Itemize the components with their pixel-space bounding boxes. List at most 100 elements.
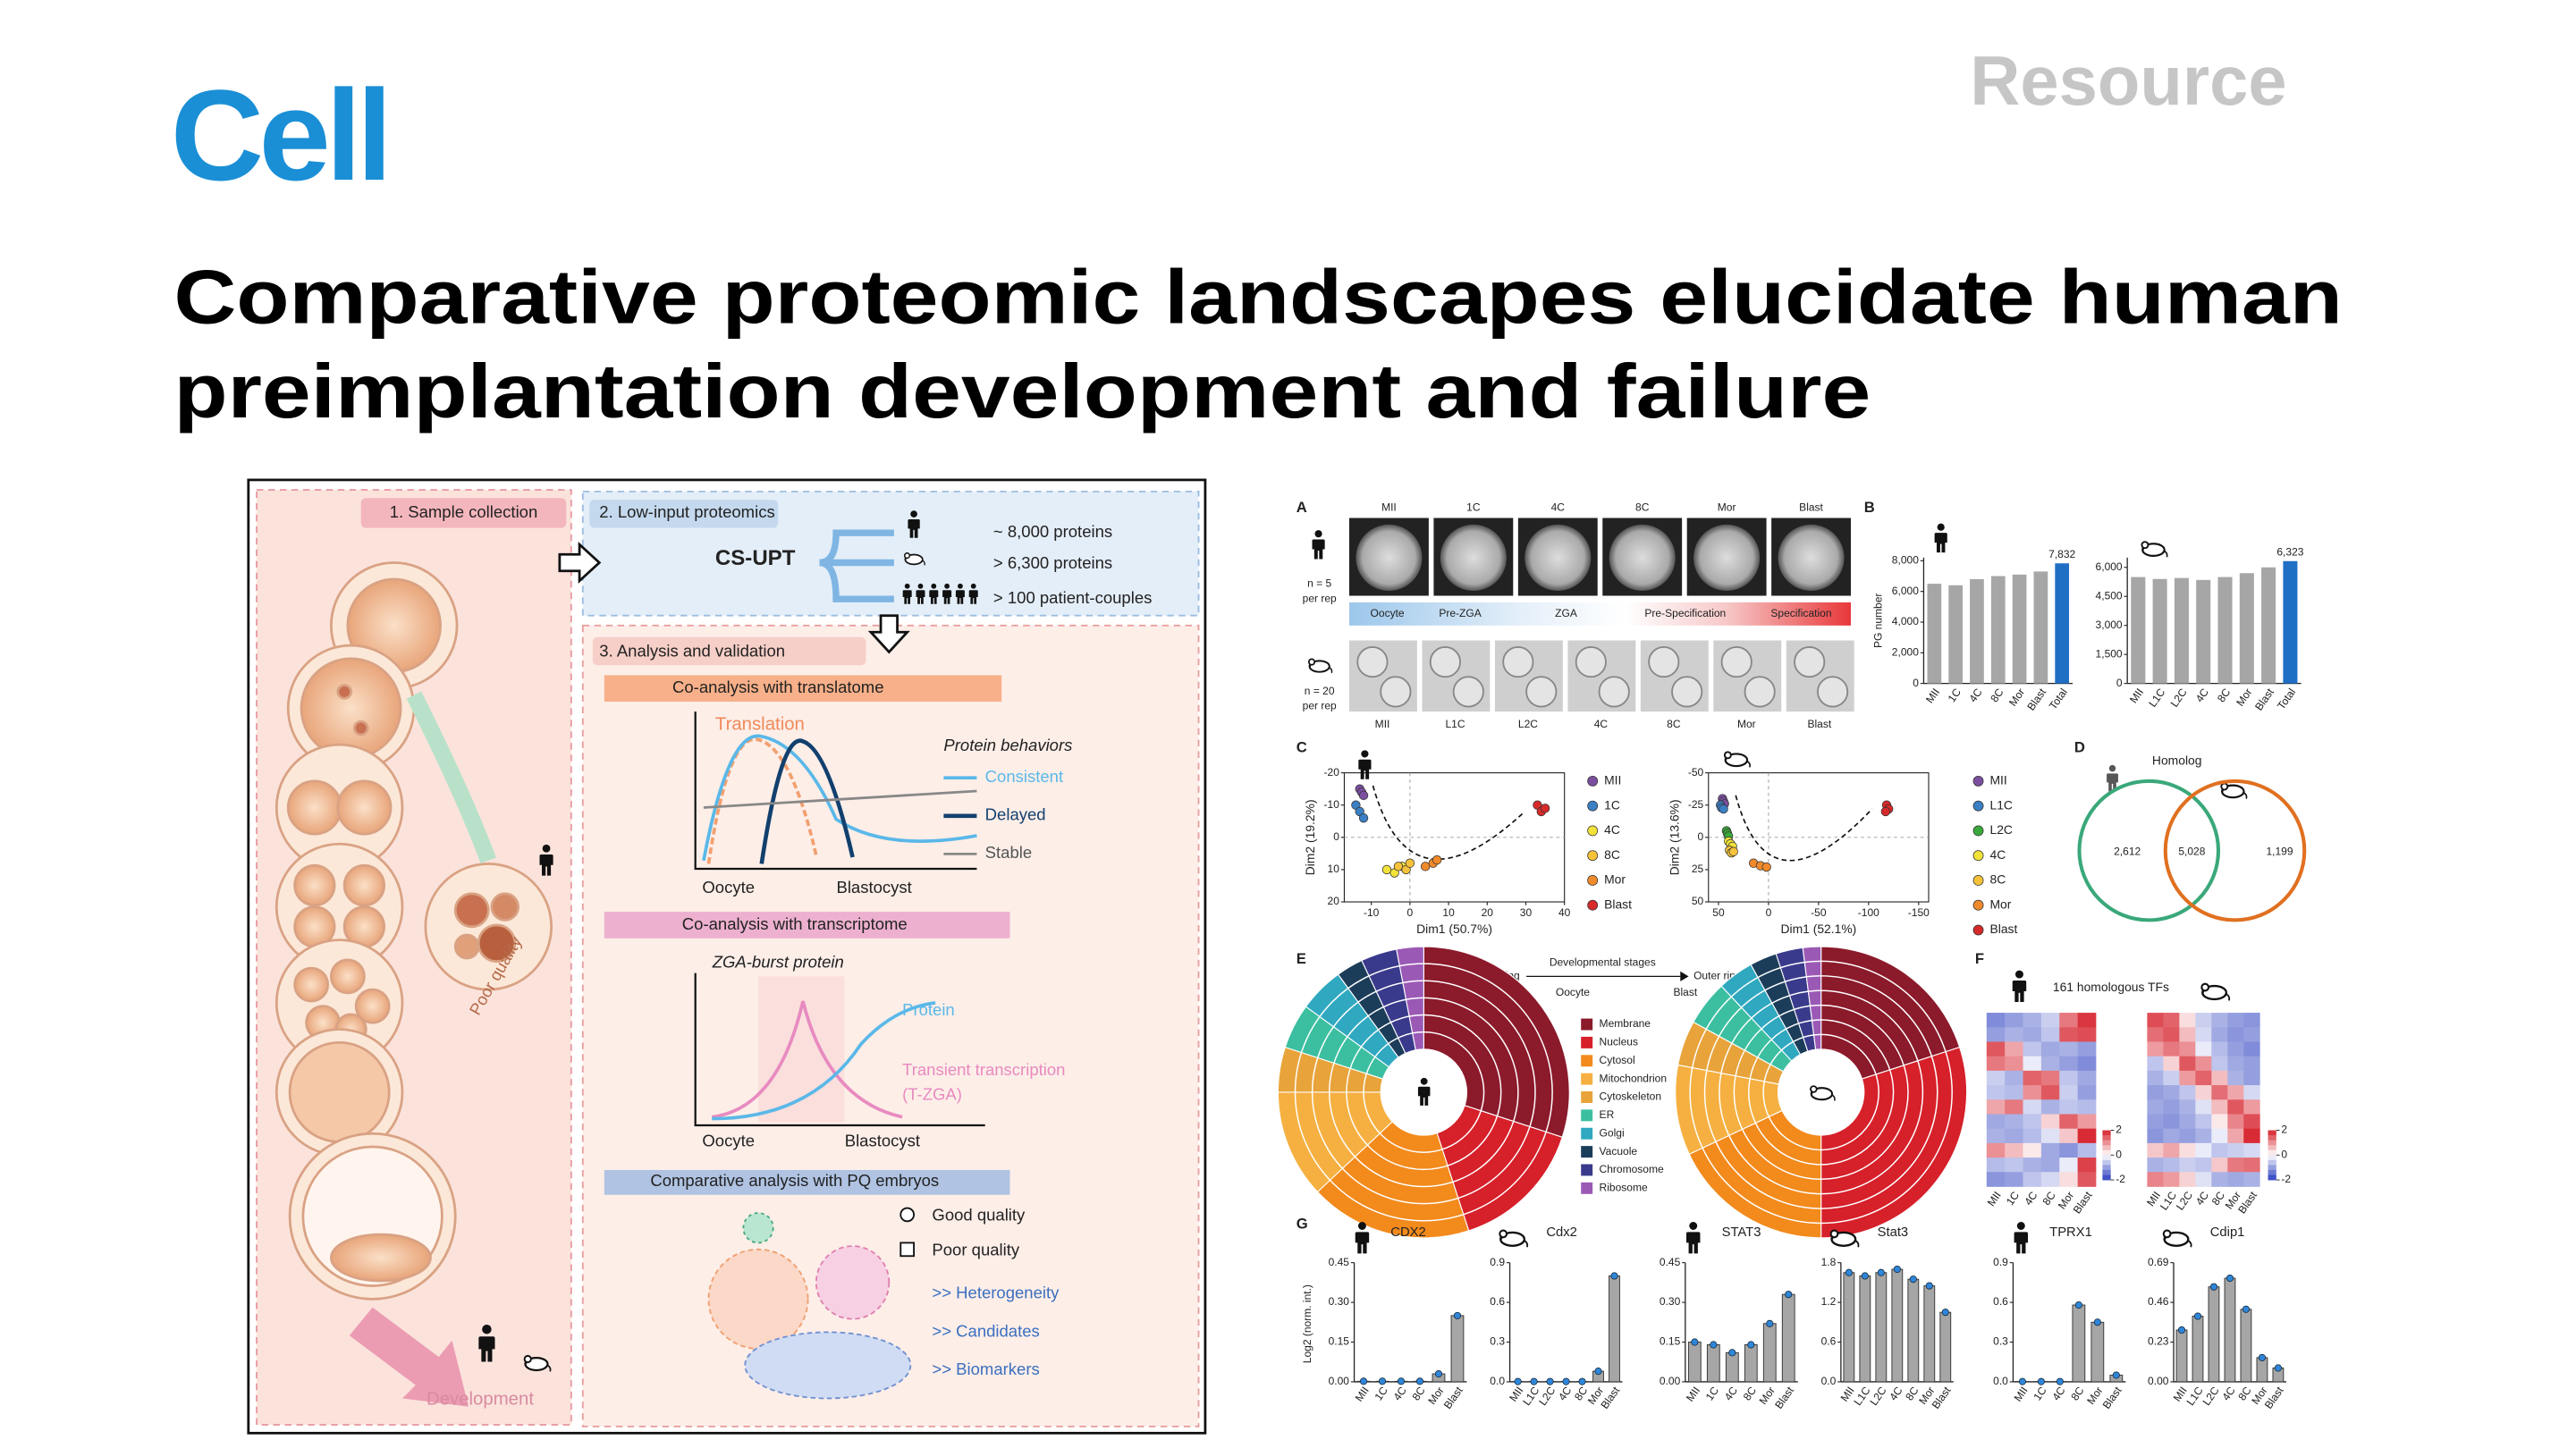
legend-label: Chromosome (1600, 1163, 1664, 1175)
x-tick-label: 4C (1722, 1385, 1740, 1403)
axis-label: Oocyte (702, 1131, 755, 1149)
heatmap-cell (2040, 1128, 2060, 1144)
x-tick-label: 0 (1766, 906, 1772, 919)
heatmap-cell (2195, 1056, 2212, 1072)
colorbar (2268, 1130, 2276, 1136)
point (1432, 854, 1442, 865)
y-tick-label: 6,000 (2096, 560, 2123, 573)
graphical-abstract: 1. Sample collection Poor quality Develo… (247, 478, 1207, 1435)
heatmap-cell (2163, 1056, 2180, 1072)
y-tick-label: 0.00 (1329, 1375, 1350, 1387)
curve-label: Transient transcription (902, 1060, 1065, 1079)
y-tick-label: 25 (1692, 863, 1704, 875)
chart-title: CDX2 (1390, 1225, 1425, 1240)
heatmap-cell (2059, 1085, 2079, 1100)
label: Pre-ZGA (1439, 607, 1481, 619)
y-tick-label: 3,000 (2096, 619, 2123, 631)
heatmap-cell (2040, 1056, 2060, 1072)
embryo (1598, 676, 1630, 708)
label: Oocyte (1556, 986, 1590, 998)
heatmap-title: 161 homologous TFs (2053, 980, 2169, 994)
heatmap-cell (2195, 1172, 2212, 1187)
heatmap-cell (2077, 1041, 2097, 1057)
y-tick-label: 50 (1692, 895, 1704, 907)
legend-label: Nucleus (1600, 1036, 1638, 1048)
panel-letter: G (1296, 1215, 1308, 1232)
heatmap-cell (2163, 1041, 2180, 1057)
bar-dot (1925, 1282, 1933, 1290)
colorbar (2102, 1169, 2111, 1175)
section-tag: 3. Analysis and validation (599, 641, 785, 660)
heatmap-cell (2147, 1158, 2164, 1173)
heatmap-cell (2040, 1158, 2060, 1173)
y-tick-label: 0.15 (1329, 1335, 1350, 1348)
y-tick-label: 0.9 (1490, 1256, 1505, 1268)
bar-dot (1397, 1377, 1406, 1385)
bar-dot (1594, 1368, 1602, 1376)
bar-dot (2093, 1318, 2101, 1326)
venn-count: 5,028 (2178, 846, 2205, 858)
colorbar (2102, 1130, 2111, 1136)
bar (1744, 1344, 1758, 1383)
venn-count: 2,612 (2114, 846, 2141, 858)
x-tick-label: 50 (1712, 906, 1725, 919)
bar-dot (1747, 1341, 1755, 1349)
legend-label: Vacuole (1600, 1145, 1638, 1158)
bar-dot (1610, 1272, 1618, 1280)
legend-label: Mor (1604, 872, 1626, 887)
heatmap-cell (2005, 1085, 2023, 1100)
heatmap-cell (2195, 1158, 2212, 1173)
heatmap-cell (2059, 1114, 2079, 1130)
heatmap-cell (2211, 1142, 2228, 1158)
embryo (1609, 524, 1676, 591)
colorbar (2102, 1159, 2111, 1166)
heatmap-cell (2195, 1142, 2212, 1158)
heatmap-cell (2179, 1070, 2196, 1086)
embryo (1671, 676, 1703, 708)
label: L1C (1445, 718, 1465, 730)
y-tick-label: 0.23 (2148, 1335, 2169, 1348)
embryo (1817, 676, 1849, 708)
point (1405, 858, 1415, 868)
y-tick-label: 4,500 (2096, 589, 2123, 602)
heatmap-cell (2195, 1085, 2212, 1100)
heatmap-cell (1986, 1128, 2006, 1144)
label: n = 20 (1305, 685, 1335, 697)
heatmap-cell (2179, 1041, 2196, 1057)
x-tick-label: 1C (1946, 686, 1964, 704)
ring-divider (1703, 975, 1938, 1209)
heatmap-cell (2040, 1070, 2060, 1086)
heatmap-cell (2077, 1099, 2097, 1115)
mouse-icon (2220, 782, 2248, 800)
x-tick-label: MII (2012, 1385, 2031, 1404)
x-tick-label: 1C (1703, 1385, 1721, 1403)
x-tick-label: Blast (2024, 686, 2048, 712)
heatmap-cell (2179, 1027, 2196, 1042)
y-tick-label: 0.3 (1490, 1335, 1505, 1348)
legend-label: L1C (1990, 797, 2013, 812)
colorbar (2102, 1145, 2111, 1151)
y-tick-label: 0.69 (2148, 1256, 2169, 1268)
colorbar (2268, 1145, 2276, 1151)
heatmap-cell (2147, 1114, 2164, 1130)
bar (1875, 1272, 1888, 1383)
legend-swatch (1587, 875, 1599, 886)
heatmap-cell (2005, 1056, 2023, 1072)
point (1719, 804, 1728, 814)
venn-circle (2163, 779, 2307, 922)
ring-divider (1733, 1004, 1909, 1181)
heatmap-cell (2211, 1128, 2228, 1144)
x-axis-label: Dim1 (52.1%) (1780, 922, 1856, 936)
embryo (1429, 645, 1461, 678)
subheading: Comparative analysis with PQ embryos (650, 1171, 939, 1190)
ring-divider (1747, 1019, 1895, 1166)
heatmap-cell (2211, 1013, 2228, 1028)
heatmap-cell (2179, 1013, 2196, 1028)
x-tick-label: 4C (2049, 1385, 2067, 1403)
bar-dot (1893, 1265, 1901, 1274)
y-tick-label: 2,000 (1892, 645, 1919, 658)
y-tick-label: -20 (1324, 766, 1340, 779)
heatmap-cell (2179, 1158, 2196, 1173)
heatmap-cell (2023, 1099, 2042, 1115)
heatmap-cell (2023, 1142, 2042, 1158)
